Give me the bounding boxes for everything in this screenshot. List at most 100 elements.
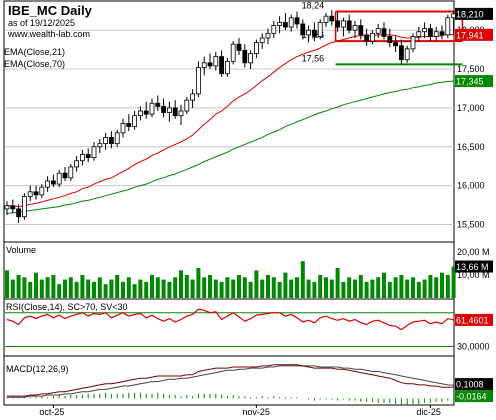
volume-bar-7	[45, 277, 50, 298]
candle-body-3	[21, 196, 27, 218]
volume-bar-53	[312, 281, 317, 298]
candle-body-61	[358, 25, 364, 36]
volume-bar-29	[173, 277, 178, 298]
volume-title: Volume	[6, 245, 36, 255]
ema21-value-tag-bg	[455, 28, 493, 41]
candle-body-21	[126, 123, 132, 127]
rsi-value-tag: 61,4601	[456, 315, 489, 325]
candle-body-22	[132, 115, 138, 127]
macd-layer	[6, 364, 455, 406]
rsi-line	[6, 308, 454, 331]
ema70-value-tag-bg	[455, 75, 493, 88]
ema70-layer	[6, 80, 454, 215]
volume-bar-45	[266, 274, 270, 298]
candle-body-50	[294, 17, 300, 25]
volume-bar-12	[74, 281, 79, 298]
volume-bar-10	[63, 279, 67, 298]
candle-body-32	[190, 93, 196, 101]
volume-bar-35	[208, 274, 212, 298]
volume-bar-17	[103, 284, 108, 298]
volume-bar-41	[242, 277, 247, 298]
volume-bar-22	[132, 284, 137, 298]
volume-tick-label-0: 20,00 M	[457, 247, 490, 257]
candle-body-76	[445, 17, 451, 36]
volume-bar-25	[150, 274, 154, 298]
candle-body-30	[178, 110, 184, 117]
candle-body-20	[120, 123, 126, 134]
candle-body-17	[103, 137, 108, 145]
candle-body-45	[265, 32, 271, 39]
ema70-line	[6, 80, 454, 215]
candle-body-33	[195, 67, 201, 95]
volume-bar-3	[22, 277, 27, 298]
candle-body-39	[230, 43, 236, 62]
x-tick-label-2: dic-25	[416, 407, 441, 417]
volume-bar-51	[300, 261, 305, 298]
candle-body-14	[85, 154, 91, 159]
volume-bar-2	[16, 274, 21, 298]
candle-body-15	[91, 146, 97, 159]
volume-bar-66	[387, 281, 392, 298]
volume-bar-73	[428, 274, 433, 298]
volume-bar-14	[86, 279, 91, 298]
candle-body-73	[427, 28, 433, 37]
volume-bar-48	[283, 272, 288, 298]
volume-bar-62	[364, 281, 369, 298]
volume-bar-23	[138, 279, 143, 298]
volume-bar-19	[115, 274, 120, 298]
candle-body-38	[224, 60, 230, 75]
price-tick-label-4: 16,000	[457, 181, 485, 191]
volume-bar-39	[231, 279, 236, 298]
last-price-tag: 18,210	[456, 9, 484, 19]
volume-bar-44	[260, 279, 265, 298]
volume-bar-42	[248, 281, 253, 298]
volume-bar-69	[405, 279, 410, 298]
candle-body-40	[236, 43, 242, 51]
volume-bar-68	[399, 274, 404, 298]
macd-title: MACD(12,26,9)	[6, 364, 69, 374]
price-tick-label-3: 16,500	[457, 142, 485, 152]
volume-bar-58	[341, 281, 346, 298]
x-tick-label-0: oct-25	[39, 407, 64, 417]
volume-bar-21	[126, 277, 131, 298]
rsi-layer	[5, 308, 454, 348]
macd-value-tag-bg	[455, 378, 493, 391]
candle-body-41	[242, 50, 248, 64]
candle-body-0	[4, 205, 10, 210]
candles-layer	[4, 9, 457, 223]
volume-bar-34	[202, 277, 207, 298]
rsi-title: RSI(Close,14), SC>70, SV<30	[6, 302, 128, 312]
volume-bar-72	[422, 279, 427, 298]
candle-body-6	[39, 186, 45, 196]
candle-body-71	[416, 31, 422, 37]
rsi-value-tag-bg	[455, 313, 493, 326]
candle-body-42	[248, 53, 254, 64]
price-tick-label-5: 15,500	[457, 219, 485, 229]
candle-body-66	[387, 36, 393, 44]
candle-body-74	[433, 31, 439, 37]
volume-bar-60	[353, 279, 357, 298]
volume-bar-67	[393, 277, 398, 298]
x-tick-label-1: nov-25	[242, 407, 270, 417]
candle-body-49	[288, 17, 294, 28]
level-label-0: 18,24	[302, 1, 325, 11]
volume-bar-38	[225, 277, 230, 298]
volume-bar-15	[92, 281, 96, 298]
candle-body-1	[10, 205, 16, 210]
volume-bar-16	[97, 277, 102, 298]
volume-bar-1	[10, 279, 15, 298]
volume-bar-75	[440, 272, 444, 298]
price-tick-label-2: 17,000	[457, 103, 485, 113]
volume-bar-9	[57, 284, 62, 298]
volume-bar-5	[34, 272, 38, 298]
candle-body-57	[335, 20, 341, 28]
volume-bar-46	[271, 277, 276, 298]
candle-body-16	[97, 143, 103, 148]
candle-body-46	[271, 25, 277, 34]
level-label-2: 17,56	[302, 53, 325, 63]
chart-title: IBE_MC Daily	[8, 3, 93, 18]
candle-body-27	[161, 105, 167, 113]
candle-body-35	[207, 62, 213, 67]
